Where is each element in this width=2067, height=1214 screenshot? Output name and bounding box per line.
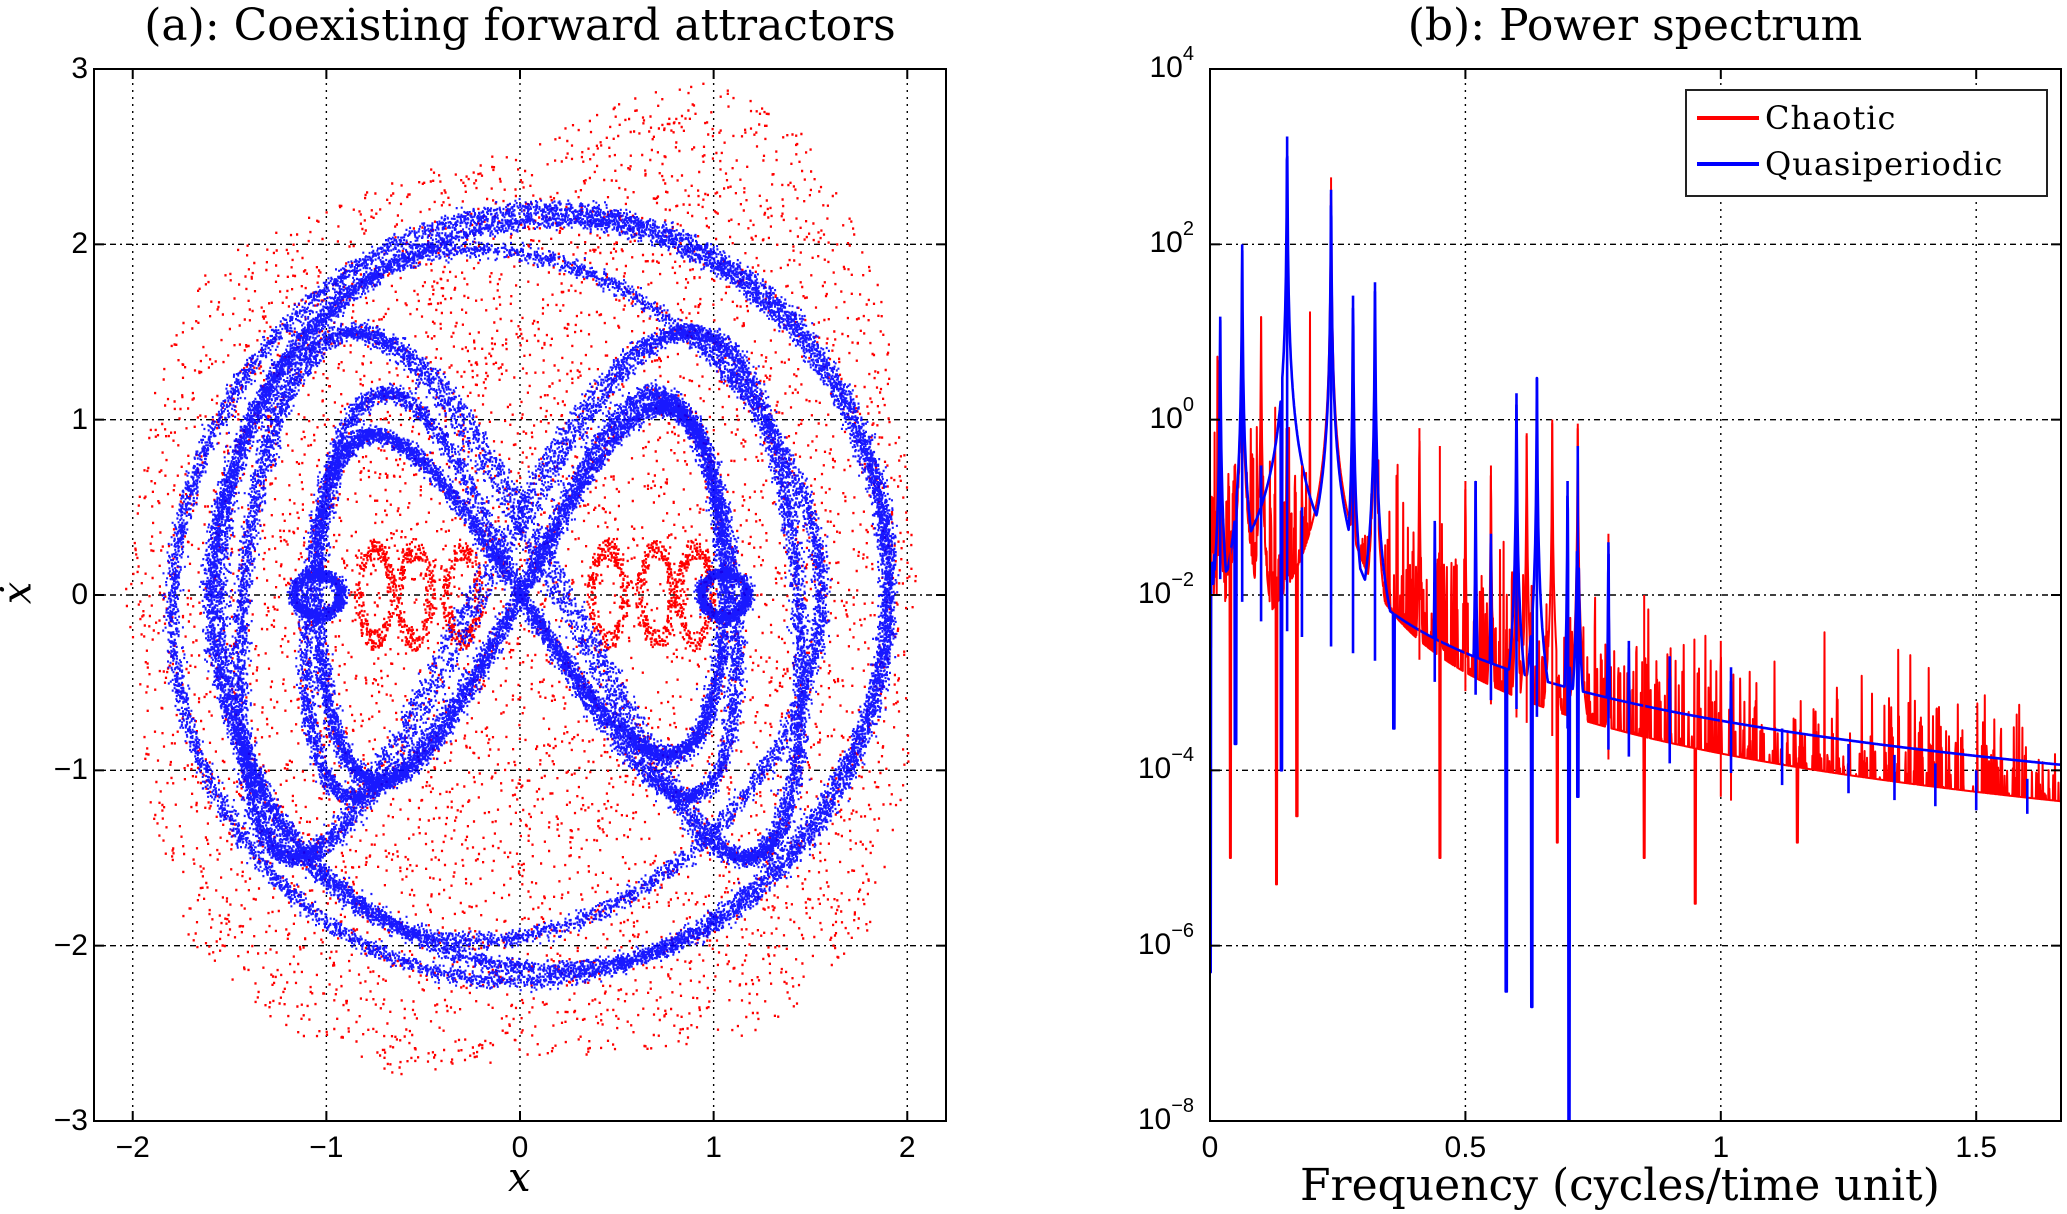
legend-item-chaotic: Chaotic (1697, 99, 1896, 137)
y-tick-exponent: −8 (1171, 1095, 1194, 1117)
y-tick-exponent: 0 (1182, 393, 1194, 416)
y-tick-base: 10 (1149, 226, 1183, 260)
y-tick-base: 10 (1149, 401, 1183, 435)
series-quasiperiodic-line (1210, 155, 2061, 1121)
y-tick-label: 0 (71, 578, 88, 611)
panel-b-series (1210, 155, 2061, 1121)
y-tick-label: 1 (71, 402, 88, 436)
y-tick-label: 10−4 (1137, 744, 1194, 786)
legend-label-chaotic: Chaotic (1765, 99, 1897, 137)
y-tick-base: 10 (1137, 1103, 1172, 1136)
y-tick-label: 10−6 (1137, 920, 1194, 962)
y-tick-exponent: −6 (1171, 919, 1194, 942)
y-tick-label: 2 (71, 227, 88, 261)
y-tick-label: −2 (53, 928, 88, 962)
legend-swatch-chaotic (1697, 116, 1759, 120)
panel-a-title: (a): Coexisting forward attractors (144, 0, 896, 51)
x-tick-label: 2 (898, 1131, 916, 1164)
x-tick-label: 1 (705, 1131, 722, 1164)
legend-item-quasiperiodic: Quasiperiodic (1697, 145, 2003, 183)
y-tick-label: 104 (1149, 43, 1195, 85)
legend-label-quasiperiodic: Quasiperiodic (1765, 145, 2004, 183)
y-tick-exponent: 2 (1182, 218, 1194, 241)
y-tick-label: 102 (1149, 218, 1195, 260)
panel-a-xlabel: x (508, 1155, 531, 1201)
y-tick-label: 10−2 (1137, 569, 1194, 611)
y-tick-base: 10 (1137, 752, 1172, 786)
y-tick-exponent: −4 (1171, 744, 1194, 767)
x-tick-label: 0 (511, 1131, 529, 1164)
panel-b-title: (b): Power spectrum (1407, 0, 1863, 51)
panel-b-peaks (1210, 136, 2029, 1121)
x-tick-label: 0.5 (1444, 1131, 1487, 1164)
y-tick-base: 10 (1149, 51, 1183, 84)
panel-b-xlabel: Frequency (cycles/time unit) (1300, 1160, 1940, 1211)
quasiperiodic-bands (161, 197, 900, 994)
legend-swatch-quasiperiodic (1697, 162, 1759, 166)
y-tick-base: 10 (1137, 577, 1172, 610)
panel-b-grid (1209, 68, 2061, 1122)
y-tick-exponent: −2 (1171, 569, 1194, 591)
x-tick-label: 0 (1201, 1131, 1219, 1164)
y-tick-label: −3 (53, 1104, 88, 1137)
y-tick-exponent: 4 (1182, 43, 1194, 65)
y-tick-label: 10−8 (1137, 1095, 1194, 1137)
y-tick-base: 10 (1137, 927, 1172, 961)
y-tick-label: 100 (1149, 394, 1195, 436)
series-chaotic-line (1210, 192, 2061, 905)
x-tick-label: 1.5 (1955, 1131, 1998, 1164)
panel-b-legend: Chaotic Quasiperiodic (1685, 89, 2048, 197)
x-tick-label: −2 (115, 1131, 150, 1164)
x-tick-label: 1 (1712, 1131, 1730, 1164)
series-quasiperiodic-points (161, 197, 900, 994)
y-tick-label: 3 (71, 52, 88, 85)
x-tick-label: −1 (309, 1131, 344, 1164)
y-tick-label: −1 (53, 753, 88, 787)
